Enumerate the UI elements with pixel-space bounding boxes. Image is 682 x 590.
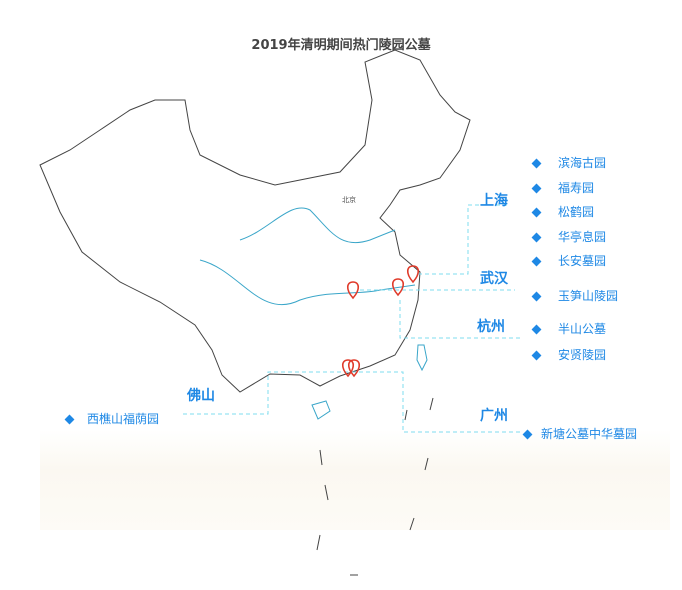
cemetery-item: 滨海古园	[531, 154, 606, 171]
diamond-icon	[531, 207, 542, 218]
diamond-icon	[531, 324, 542, 335]
china-outline	[39, 49, 471, 393]
cemetery-item: 西樵山福荫园	[64, 410, 159, 427]
cemetery-item: 松鹤园	[531, 203, 594, 220]
yangtze-river	[199, 259, 416, 306]
map-title: 2019年清明期间热门陵园公墓	[251, 38, 431, 53]
cemetery-item: 半山公墓	[531, 320, 606, 337]
marker-hangzhou-icon	[391, 278, 405, 297]
location-markers	[341, 265, 420, 378]
cemetery-item: 华亭息园	[531, 228, 606, 245]
city-label-hangzhou: 杭州	[477, 319, 505, 335]
cemetery-item: 玉笋山陵园	[531, 287, 618, 304]
diamond-icon	[531, 232, 542, 243]
city-label-guangzhou: 广州	[480, 408, 508, 424]
yellow-river	[239, 207, 396, 244]
hainan	[311, 400, 331, 420]
cemetery-item: 安贤陵园	[531, 346, 606, 363]
taiwan	[416, 344, 428, 372]
diamond-icon	[531, 256, 542, 267]
connector-shanghai	[418, 204, 510, 275]
city-label-shanghai: 上海	[480, 193, 508, 209]
cemetery-item: 长安墓园	[531, 252, 606, 269]
background-haze	[40, 430, 670, 530]
connector-lines	[180, 204, 520, 433]
marker-shanghai-icon	[406, 265, 420, 284]
connector-foshan	[180, 371, 348, 415]
beijing-label: 北京	[342, 196, 356, 204]
diamond-icon	[531, 350, 542, 361]
marker-wuhan-icon	[346, 281, 360, 300]
diamond-icon	[64, 414, 75, 425]
cemetery-item: 福寿园	[531, 179, 594, 196]
diamond-icon	[531, 158, 542, 169]
connector-guangzhou	[352, 371, 520, 433]
marker-guangzhou-icon	[347, 359, 361, 378]
diamond-icon	[522, 429, 533, 440]
marker-foshan-icon	[341, 359, 355, 378]
city-label-foshan: 佛山	[187, 388, 215, 404]
cemetery-item: 新塘公墓中华墓园	[522, 425, 637, 442]
city-label-wuhan: 武汉	[480, 271, 508, 287]
diamond-icon	[531, 183, 542, 194]
south-sea-dashes	[316, 397, 434, 576]
connector-hangzhou	[399, 300, 520, 339]
diamond-icon	[531, 291, 542, 302]
